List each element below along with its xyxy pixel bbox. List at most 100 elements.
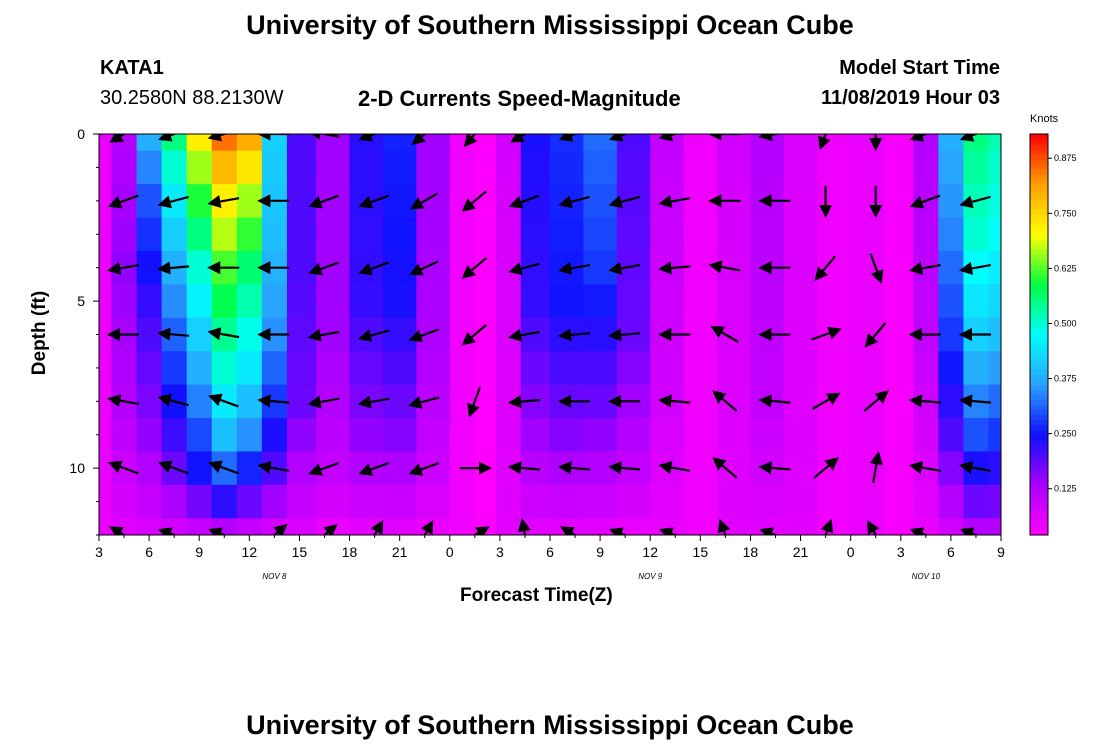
heatmap-cell xyxy=(988,451,1001,486)
colorbar-segment xyxy=(1030,384,1048,391)
heatmap-cell xyxy=(650,418,685,453)
heatmap-cell xyxy=(683,150,718,185)
colorbar-segment xyxy=(1030,529,1048,536)
heatmap-cell xyxy=(99,484,113,519)
heatmap-cell xyxy=(186,250,213,285)
heatmap-cell xyxy=(938,484,965,519)
colorbar-tick-label: 0.125 xyxy=(1054,484,1077,494)
heatmap-cell xyxy=(963,217,990,252)
heatmap-cell xyxy=(99,317,113,352)
heatmap-cell xyxy=(817,284,852,319)
day-label: NOV 10 xyxy=(912,572,941,581)
x-tick-label: 6 xyxy=(145,544,153,560)
heatmap-cell xyxy=(616,134,651,152)
heatmap-cell xyxy=(136,418,163,453)
x-tick-label: 15 xyxy=(693,544,709,560)
current-arrows xyxy=(106,134,991,535)
heatmap-cell xyxy=(382,317,417,352)
heatmap-cell xyxy=(236,217,263,252)
heatmap-cell xyxy=(382,418,417,453)
heatmap-cell xyxy=(850,518,885,535)
heatmap-cell xyxy=(111,134,138,152)
colorbar-segment xyxy=(1030,474,1048,481)
colorbar-segment xyxy=(1030,404,1048,411)
colorbar-segment xyxy=(1030,464,1048,471)
heatmap-cell xyxy=(963,418,990,453)
heatmap-cell xyxy=(382,451,417,486)
heatmap-cell xyxy=(136,250,163,285)
colorbar-segment xyxy=(1030,179,1048,185)
colorbar-segment xyxy=(1030,204,1048,210)
current-arrow xyxy=(157,195,189,209)
heatmap-cell xyxy=(349,184,384,219)
heatmap-cell xyxy=(136,134,163,152)
heatmap-cell xyxy=(474,351,497,386)
heatmap-cell xyxy=(316,418,351,453)
heatmap-cell xyxy=(884,150,914,185)
heatmap-cell xyxy=(161,351,188,386)
heatmap-cell xyxy=(850,184,885,219)
heatmap-cell xyxy=(616,150,651,185)
heatmap-cell xyxy=(717,317,752,352)
heatmap-cell xyxy=(474,284,497,319)
heatmap-cell xyxy=(349,317,384,352)
heatmap-cell xyxy=(136,518,163,535)
colorbar-segment xyxy=(1030,299,1048,305)
heatmap-cell xyxy=(938,284,965,319)
colorbar-tick-label: 0.500 xyxy=(1054,318,1077,328)
current-arrow xyxy=(109,526,127,535)
heatmap-cell xyxy=(349,484,384,519)
x-tick-label: 6 xyxy=(546,544,554,560)
current-arrow xyxy=(812,392,841,410)
current-arrow xyxy=(257,394,290,408)
heatmap-cell xyxy=(938,184,965,219)
heatmap-cell xyxy=(583,217,618,252)
current-arrow xyxy=(658,261,691,275)
heatmap-cell xyxy=(717,351,752,386)
colorbar-segment xyxy=(1030,414,1048,421)
colorbar: 0.125 0.250 0.375 0.500 0.625 0.750 0.875 xyxy=(1029,133,1077,536)
heatmap-cell xyxy=(938,384,965,419)
heatmap-cell xyxy=(938,217,965,252)
colorbar-segment xyxy=(1030,159,1048,165)
colorbar-segment xyxy=(1030,359,1048,366)
heatmap-cell xyxy=(111,518,138,535)
heatmap-cell xyxy=(349,418,384,453)
heatmap-cell xyxy=(349,217,384,252)
current-arrow xyxy=(257,460,290,474)
current-arrow xyxy=(712,390,738,412)
heatmap-cell xyxy=(783,418,818,453)
heatmap-cell xyxy=(717,134,752,152)
title-bottom: University of Southern Mississippi Ocean… xyxy=(246,710,854,740)
current-arrow xyxy=(959,134,980,142)
heatmap-cell xyxy=(416,351,451,386)
heatmap-cell xyxy=(884,418,914,453)
heatmap-cell xyxy=(382,150,417,185)
heatmap-cell xyxy=(750,351,785,386)
heatmap-cell xyxy=(495,184,522,219)
heatmap-cell xyxy=(583,184,618,219)
heatmap-cell xyxy=(474,134,497,152)
current-arrow xyxy=(508,262,540,276)
colorbar-segment xyxy=(1030,169,1048,175)
heatmap-cell xyxy=(382,351,417,386)
heatmap-cell xyxy=(750,484,785,519)
colorbar-segment xyxy=(1030,309,1048,315)
current-arrow xyxy=(358,462,390,476)
current-arrow xyxy=(207,134,229,142)
colorbar-segment xyxy=(1030,314,1048,320)
colorbar-segment xyxy=(1030,274,1048,280)
heatmap-cell xyxy=(99,217,113,252)
current-arrow xyxy=(307,328,340,342)
heatmap-cell xyxy=(449,184,476,219)
heatmap-cell xyxy=(988,217,1001,252)
colorbar-segment xyxy=(1030,264,1048,270)
y-tick-label: 5 xyxy=(77,293,85,309)
colorbar-segment xyxy=(1030,134,1048,140)
heatmap-cell xyxy=(520,217,551,252)
current-arrow xyxy=(461,257,488,279)
colorbar-segment xyxy=(1030,494,1048,501)
colorbar-segment xyxy=(1030,284,1048,290)
heatmap-cell xyxy=(316,484,351,519)
colorbar-segment xyxy=(1030,449,1048,456)
